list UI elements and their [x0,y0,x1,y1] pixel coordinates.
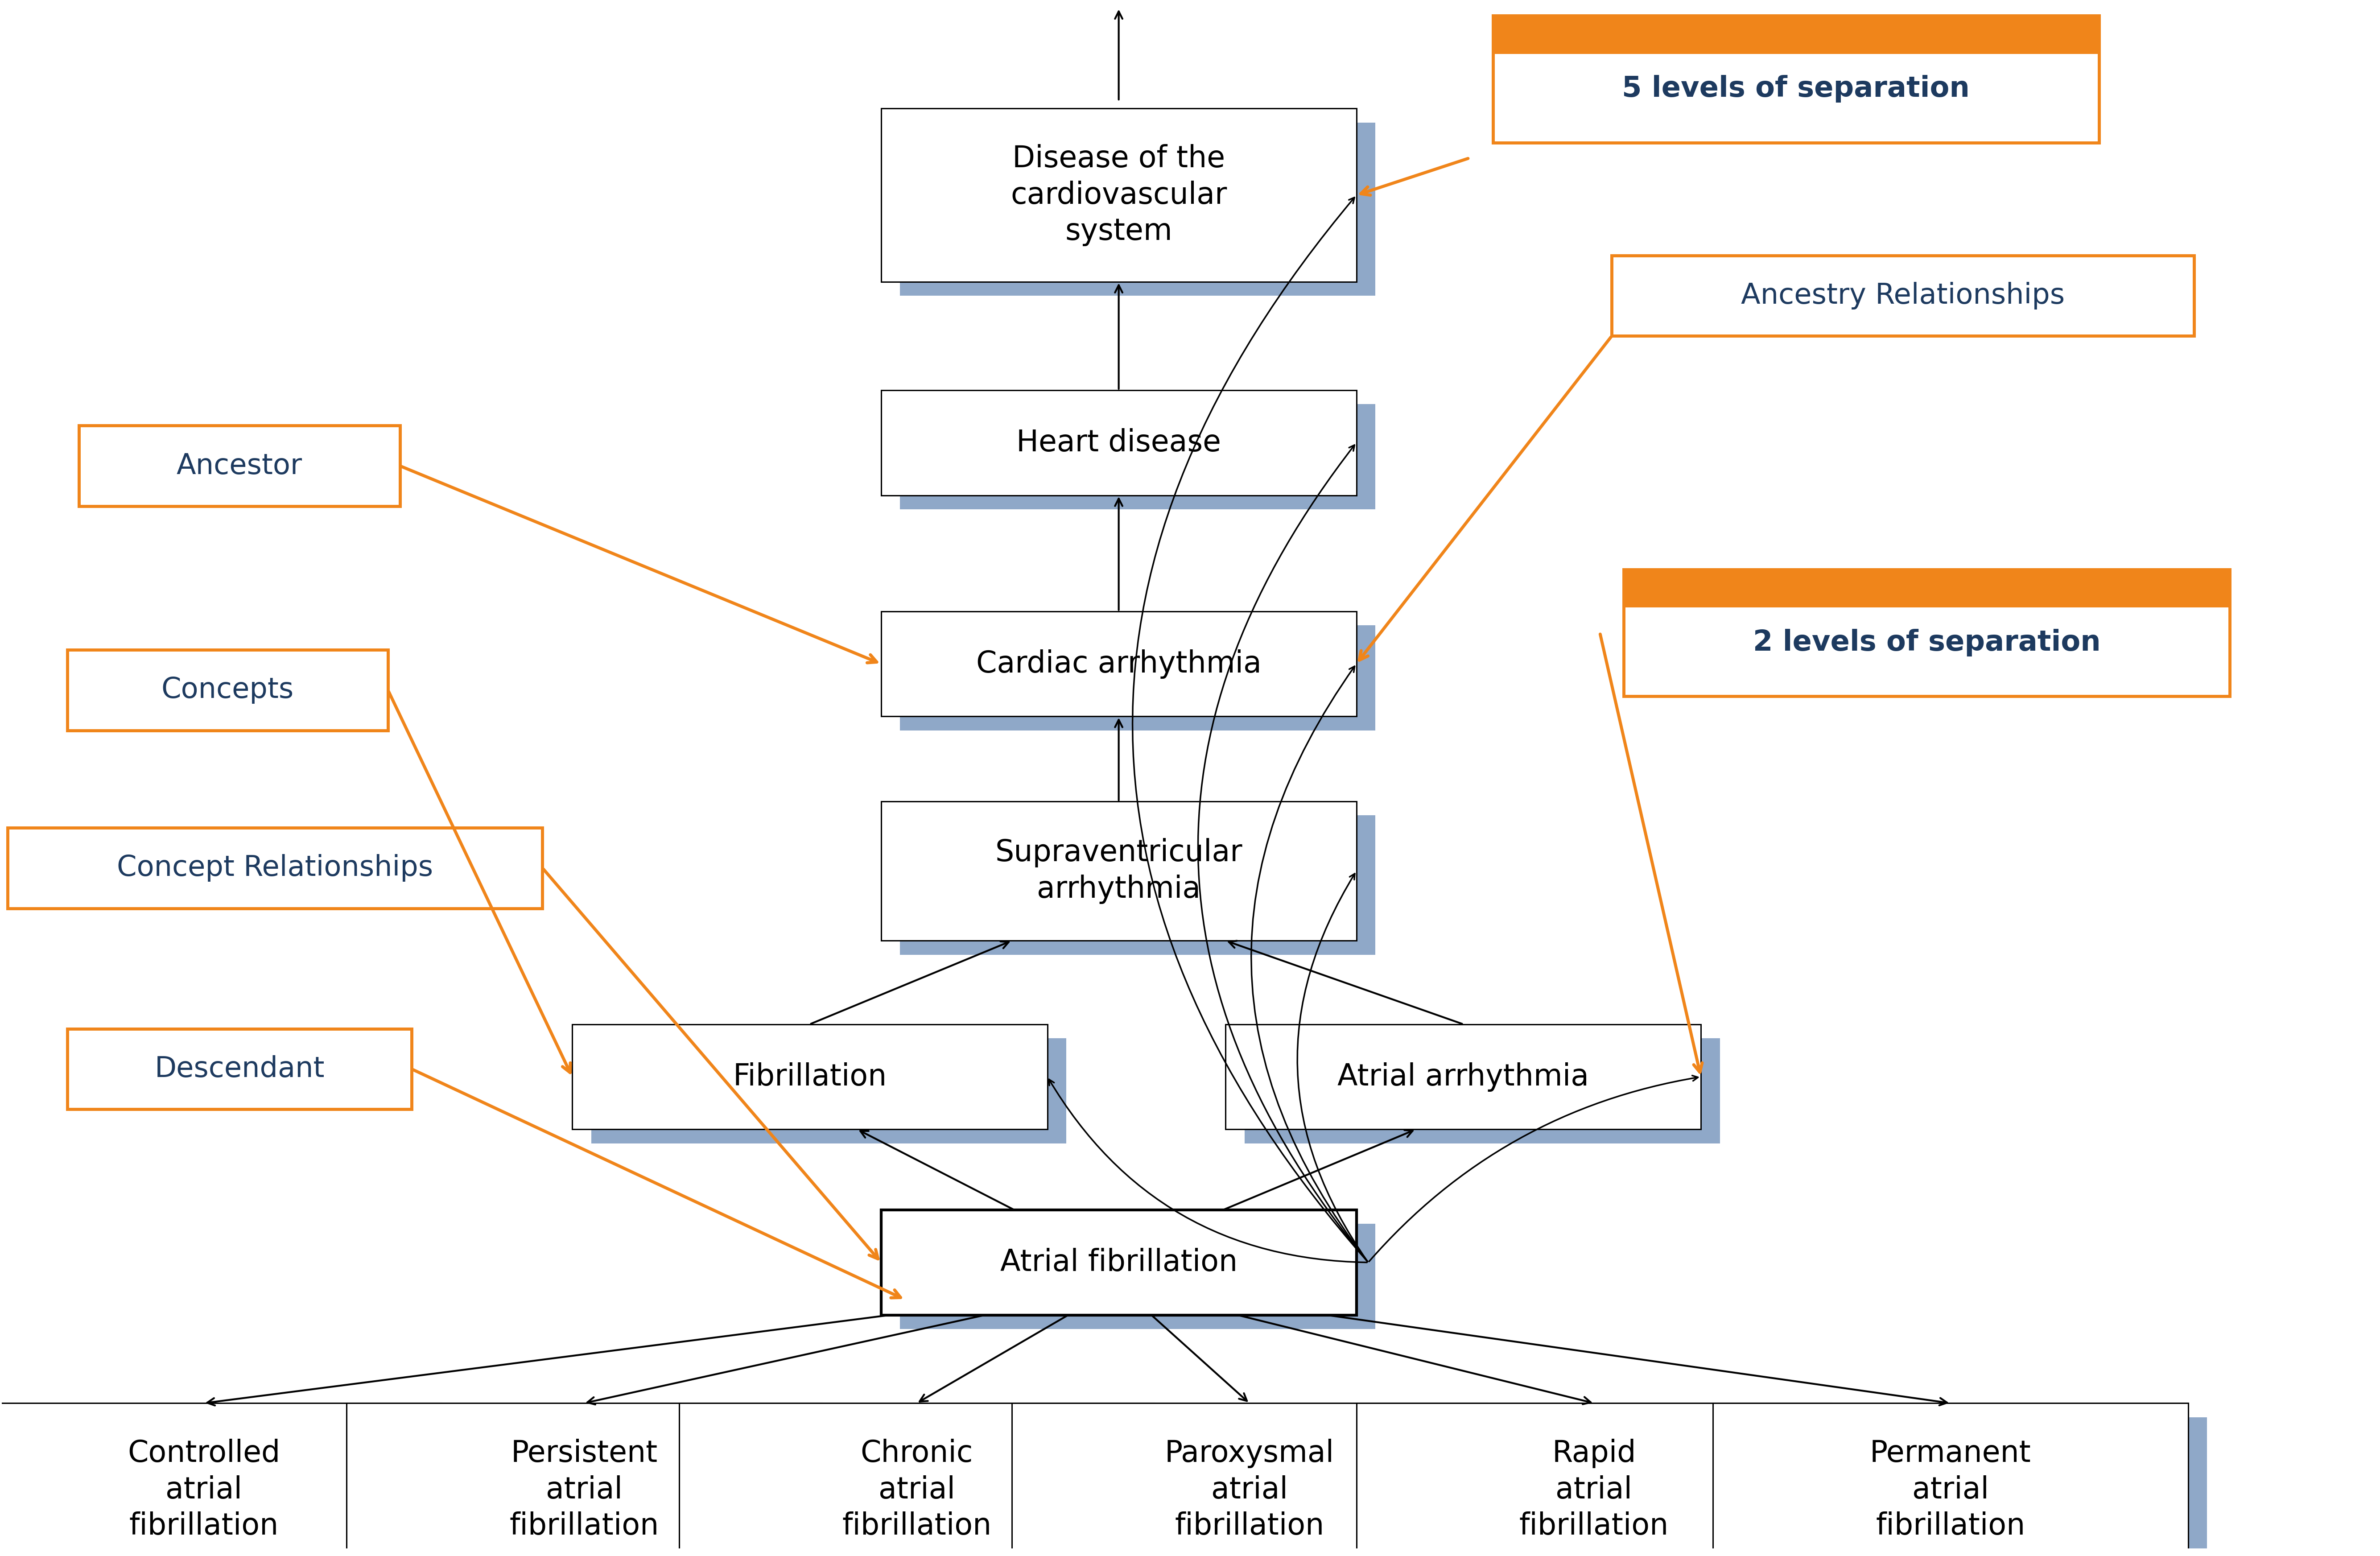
Text: Controlled
atrial
fibrillation: Controlled atrial fibrillation [129,1439,281,1540]
FancyBboxPatch shape [881,109,1357,282]
FancyBboxPatch shape [1733,1418,2206,1556]
FancyBboxPatch shape [1226,1024,1702,1130]
FancyBboxPatch shape [881,391,1357,495]
FancyBboxPatch shape [881,1211,1357,1315]
Text: Atrial fibrillation: Atrial fibrillation [1000,1248,1238,1277]
FancyBboxPatch shape [900,405,1376,509]
FancyBboxPatch shape [1031,1418,1507,1556]
FancyBboxPatch shape [367,1418,840,1556]
FancyBboxPatch shape [1376,1418,1852,1556]
FancyBboxPatch shape [7,828,543,909]
Text: 5 levels of separation: 5 levels of separation [1623,75,1971,103]
Text: Concepts: Concepts [162,677,293,703]
FancyBboxPatch shape [1245,1038,1721,1144]
FancyBboxPatch shape [900,123,1376,296]
FancyBboxPatch shape [0,1418,459,1556]
FancyBboxPatch shape [881,612,1357,716]
FancyBboxPatch shape [1492,16,2099,143]
Text: Fibrillation: Fibrillation [733,1063,888,1092]
Text: Atrial arrhythmia: Atrial arrhythmia [1338,1063,1590,1092]
FancyBboxPatch shape [881,801,1357,941]
Text: Heart disease: Heart disease [1016,428,1221,457]
FancyBboxPatch shape [1714,1404,2187,1556]
Text: 2 levels of separation: 2 levels of separation [1752,629,2102,657]
FancyBboxPatch shape [590,1038,1066,1144]
Text: Descendant: Descendant [155,1055,324,1083]
FancyBboxPatch shape [1492,16,2099,54]
FancyBboxPatch shape [900,1223,1376,1329]
Text: Disease of the
cardiovascular
system: Disease of the cardiovascular system [1012,145,1228,246]
FancyBboxPatch shape [571,1024,1047,1130]
FancyBboxPatch shape [1012,1404,1488,1556]
Text: Permanent
atrial
fibrillation: Permanent atrial fibrillation [1871,1439,2030,1540]
FancyBboxPatch shape [1611,255,2194,336]
Text: Paroxysmal
atrial
fibrillation: Paroxysmal atrial fibrillation [1164,1439,1335,1540]
Text: Rapid
atrial
fibrillation: Rapid atrial fibrillation [1518,1439,1668,1540]
FancyBboxPatch shape [1623,569,2230,607]
Text: Concept Relationships: Concept Relationships [117,854,433,882]
FancyBboxPatch shape [0,1404,440,1556]
FancyBboxPatch shape [67,650,388,730]
FancyBboxPatch shape [678,1404,1154,1556]
Text: Supraventricular
arrhythmia: Supraventricular arrhythmia [995,839,1242,904]
FancyBboxPatch shape [347,1404,821,1556]
Text: Cardiac arrhythmia: Cardiac arrhythmia [976,649,1261,678]
FancyBboxPatch shape [900,626,1376,730]
FancyBboxPatch shape [1623,569,2230,697]
FancyBboxPatch shape [900,815,1376,955]
Text: Ancestor: Ancestor [176,453,302,479]
Text: Persistent
atrial
fibrillation: Persistent atrial fibrillation [509,1439,659,1540]
Text: Chronic
atrial
fibrillation: Chronic atrial fibrillation [843,1439,992,1540]
FancyBboxPatch shape [67,1029,412,1109]
Text: Ancestry Relationships: Ancestry Relationships [1742,282,2066,310]
FancyBboxPatch shape [697,1418,1173,1556]
FancyBboxPatch shape [79,426,400,506]
FancyBboxPatch shape [1357,1404,1833,1556]
